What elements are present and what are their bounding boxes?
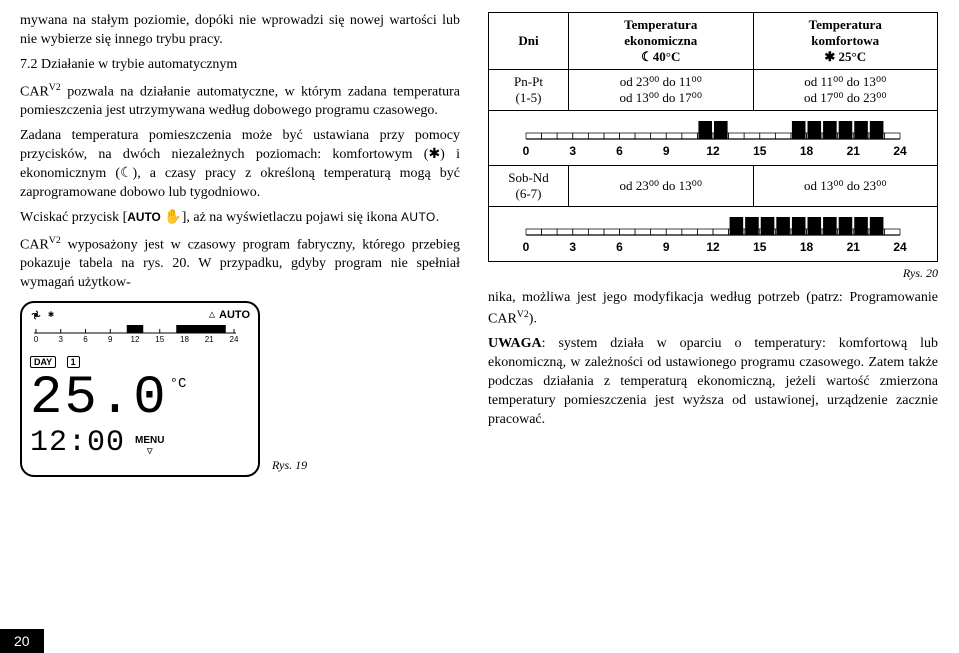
car-sup: V2	[49, 82, 61, 93]
svg-text:6: 6	[616, 144, 623, 158]
temperature-unit: °C	[170, 376, 187, 392]
device-timeline: ["0","3","6","9","12","15","18","21","24…	[30, 323, 240, 345]
svg-text:24: 24	[893, 144, 907, 158]
svg-text:12: 12	[706, 144, 720, 158]
table-row-weekend: Sob-Nd (6-7) od 23⁰⁰ do 13⁰⁰ od 13⁰⁰ do …	[489, 166, 938, 207]
svg-text:15: 15	[753, 240, 767, 254]
uwaga-label: UWAGA	[488, 336, 542, 351]
left-column: mywana na stałym poziomie, dopóki nie wp…	[20, 12, 460, 477]
device-auto-label: AUTO	[219, 309, 250, 321]
svg-text:21: 21	[847, 240, 861, 254]
svg-text:3: 3	[569, 144, 576, 158]
star-icon: ✱	[48, 309, 54, 321]
left-p5: CARV2 wyposażony jest w czasowy program …	[20, 234, 460, 293]
auto-button-label: AUTO	[127, 210, 160, 224]
page-number: 20	[0, 629, 44, 653]
svg-text:9: 9	[663, 240, 670, 254]
svg-text:15: 15	[753, 144, 767, 158]
svg-text:18: 18	[800, 240, 814, 254]
svg-text:3: 3	[569, 240, 576, 254]
thermostat-display: ✱ △ AUTO ["0","3","6","9","12","15","18"…	[20, 301, 260, 477]
triangle-up-icon: △	[209, 309, 215, 321]
car-label: CAR	[20, 84, 49, 99]
right-column: Dni Temperatura ekonomiczna ☾40°C Temper…	[488, 12, 938, 477]
svg-text:9: 9	[663, 144, 670, 158]
left-p2-rest: pozwala na działanie automatyczne, w któ…	[20, 84, 460, 118]
svg-text:12: 12	[706, 240, 720, 254]
left-p4: Wciskać przycisk [AUTO ✋], aż na wyświet…	[20, 209, 460, 228]
left-p3: Zadana temperatura pomieszczenia może by…	[20, 127, 460, 203]
temperature-reading: 25.0	[30, 372, 168, 426]
p4c: .	[436, 210, 440, 225]
fan-icon	[30, 309, 44, 321]
header-comfort: Temperatura komfortowa ✱ 25°C	[753, 13, 938, 70]
p4a: Wciskać przycisk [	[20, 210, 127, 225]
table-row-weekday: Pn-Pt (1-5) od 23⁰⁰ do 11⁰⁰ od 13⁰⁰ do 1…	[489, 70, 938, 111]
svg-text:18: 18	[800, 144, 814, 158]
svg-text:24: 24	[230, 335, 239, 344]
car-sup-2: V2	[49, 235, 61, 246]
p4b: ✋], aż na wyświetlaczu pojawi się ikona	[161, 210, 401, 225]
svg-text:21: 21	[847, 144, 861, 158]
menu-label: MENU	[135, 435, 164, 446]
table-row-weekday-timeline: 0 3 6 9 12 15 18 21 24	[489, 111, 938, 166]
svg-text:0: 0	[523, 144, 530, 158]
right-p2: UWAGA: system działa w oparciu o tempera…	[488, 335, 938, 429]
svg-text:6: 6	[616, 240, 623, 254]
header-days: Dni	[489, 13, 569, 70]
right-p1: nika, możliwa jest jego modyfikacja wedł…	[488, 289, 938, 329]
left-p5-rest: wyposażony jest w czasowy program fabryc…	[20, 237, 460, 290]
svg-text:0: 0	[523, 240, 530, 254]
left-p2: CARV2 pozwala na działanie automatyczne,…	[20, 81, 460, 121]
svg-text:9: 9	[108, 335, 113, 344]
schedule-table: Dni Temperatura ekonomiczna ☾40°C Temper…	[488, 12, 938, 262]
svg-text:6: 6	[83, 335, 88, 344]
car-label-2: CAR	[20, 237, 49, 252]
weekday-timeline: 0 3 6 9 12 15 18 21 24	[508, 115, 918, 161]
device-figure: ✱ △ AUTO ["0","3","6","9","12","15","18"…	[20, 301, 460, 477]
svg-text:0: 0	[34, 335, 39, 344]
section-heading: 7.2 Działanie w trybie automatycznym	[20, 56, 460, 75]
day-number-badge: 1	[67, 356, 80, 368]
svg-text:15: 15	[155, 335, 164, 344]
day-label: DAY	[34, 357, 52, 367]
day-badge: DAY	[30, 356, 56, 368]
figure-20-label: Rys. 20	[488, 266, 938, 281]
table-row-weekend-timeline: 0 3 6 9 12 15 18 21 24	[489, 207, 938, 262]
table-header-row: Dni Temperatura ekonomiczna ☾40°C Temper…	[489, 13, 938, 70]
figure-19-label: Rys. 19	[272, 458, 307, 473]
auto-icon-word: AUTO	[401, 210, 436, 224]
svg-text:18: 18	[180, 335, 189, 344]
svg-text:24: 24	[893, 240, 907, 254]
left-p1: mywana na stałym poziomie, dopóki nie wp…	[20, 12, 460, 50]
svg-text:3: 3	[59, 335, 64, 344]
header-eco: Temperatura ekonomiczna ☾40°C	[569, 13, 754, 70]
triangle-down-icon: ▽	[135, 446, 164, 458]
svg-text:21: 21	[205, 335, 214, 344]
clock-reading: 12:00	[30, 428, 125, 458]
svg-text:12: 12	[131, 335, 140, 344]
weekend-timeline: 0 3 6 9 12 15 18 21 24	[508, 211, 918, 257]
